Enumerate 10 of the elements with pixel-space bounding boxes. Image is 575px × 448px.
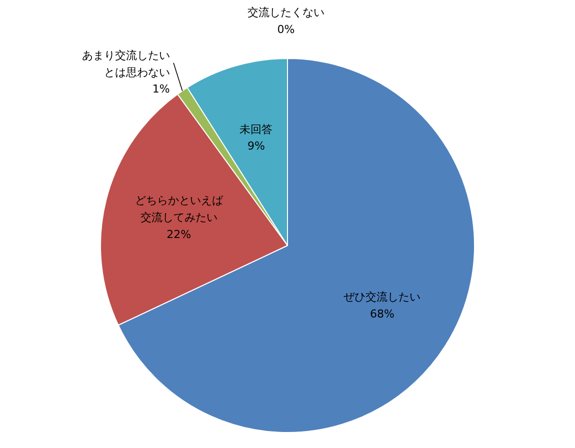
slice-label: どちらかといえば交流してみたい bbox=[134, 194, 224, 224]
data-label: 1% bbox=[152, 82, 170, 96]
category-label: 交流したくない bbox=[247, 6, 324, 20]
data-label: 22% bbox=[166, 228, 192, 241]
slice-label: あまり交流したいとは思わない bbox=[82, 48, 170, 79]
slice-label: ぜひ交流したい bbox=[344, 290, 421, 304]
text: 0% bbox=[277, 23, 295, 36]
slice-label: 未回答 bbox=[240, 122, 273, 136]
data-label: 68% bbox=[370, 308, 394, 321]
data-label: 9% bbox=[247, 140, 265, 153]
